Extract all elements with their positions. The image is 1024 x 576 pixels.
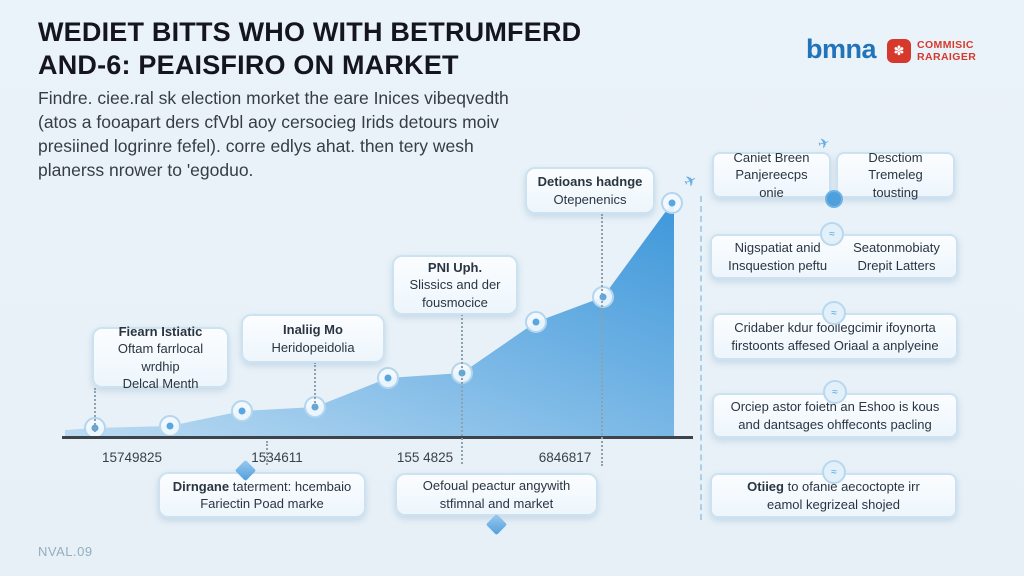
callout-line: Otepenenics [553, 191, 627, 207]
area-series [65, 203, 674, 437]
badge-glyph: ≈ [831, 466, 837, 478]
data-point-marker-dot [166, 422, 174, 430]
divider-line [700, 196, 702, 520]
card-rest: to ofanie aecoctopte irr [783, 479, 920, 495]
card-line: eamol kegrizeal shojed [767, 496, 900, 512]
note-line: Oefoual peactur angywith [422, 478, 571, 494]
diamond-icon [485, 513, 508, 536]
card-line: Seatonmobiaty [853, 240, 940, 256]
callout-line: Inaliig Mo [283, 322, 343, 338]
commisic-logo: ✽ COMMISIC RARAIGER [887, 39, 976, 64]
intro-line: planerss nrower to 'egoduo. [38, 160, 254, 181]
slide-footer: NVAL.09 [38, 544, 93, 559]
card-column: Nigspatiat anid Insquestion peftu [728, 239, 827, 273]
badge-icon: ≈ [823, 380, 847, 404]
plane-icon: ✈ [681, 171, 700, 192]
x-tick-label: 15749825 [101, 450, 163, 465]
connector-line [94, 388, 96, 432]
page-title: WEDIET BITTS WHO WITH BETRUMFERD AND-6: … [38, 16, 638, 83]
dot-icon [825, 190, 843, 208]
card-line: Panjereecps onie [735, 167, 808, 200]
chart-callout-2: Inaliig Mo Heridopeidolia [241, 314, 385, 363]
callout-line: Oftam farrlocal wrdhip [117, 341, 204, 374]
card-column: Seatonmobiaty Drepit Latters [853, 239, 940, 273]
connector-line [266, 441, 268, 465]
callout-line: Slissics and der [409, 277, 501, 293]
card-line: Caniet Breen [733, 150, 810, 166]
chart-callout-3: PNI Uph. Slissics and der fousmocice [392, 255, 518, 315]
title-line-1: WEDIET BITTS WHO WITH BETRUMFERD AND-6: [38, 17, 582, 81]
card-line: Tremeleg tousting [868, 167, 923, 200]
data-point-marker-dot [668, 199, 676, 207]
connector-line [461, 314, 463, 464]
chart-callout-1: Fiearn Istiatic Oftam farrlocal wrdhip D… [92, 324, 229, 391]
data-point-marker-dot [532, 318, 540, 326]
card-line: and dantsages ohffeconts pacling [738, 416, 932, 432]
note-line: Fariectin Poad marke [200, 496, 324, 511]
area-chart [65, 192, 683, 439]
info-card-row1-right: Desctiom Tremeleg tousting [836, 150, 955, 200]
leaf-glyph: ✽ [893, 43, 905, 59]
card-line: Otiieg to ofanie aecoctopte irr [747, 478, 920, 495]
connector-line [601, 214, 603, 466]
card-line: Orciep astor foietn an Eshoo is kous [730, 399, 940, 415]
card-line: Insquestion peftu [728, 257, 828, 273]
x-tick-label: 155 4825 [396, 450, 454, 465]
card-line: Cridaber kdur foollegcimir ifoynorta [734, 320, 936, 336]
bottom-note-1: Dirngane taterment: hcembaio Fariectin P… [158, 472, 366, 518]
callout-line: Detioans hadnge [537, 174, 643, 190]
badge-icon: ≈ [820, 222, 844, 246]
badge-glyph: ≈ [829, 228, 835, 240]
callout-line: fousmocice [422, 294, 488, 310]
callout-line: Heridopeidolia [271, 339, 355, 355]
callout-line: Fiearn Istiatic [118, 324, 203, 340]
card-line: Nigspatiat anid [734, 240, 821, 256]
logo-text-line: RARAIGER [917, 51, 977, 64]
chart-callout-4: Detioans hadnge Otepenenics [525, 167, 655, 214]
note-bold: Dirngane [172, 478, 230, 494]
data-point-marker-dot [384, 374, 392, 382]
connector-line [314, 362, 316, 410]
commisic-logo-text: COMMISIC RARAIGER [917, 39, 976, 63]
card-line: Desctiom [868, 150, 923, 166]
badge-glyph: ≈ [832, 386, 838, 398]
note-line: stfimnal and market [439, 495, 554, 511]
badge-icon: ≈ [822, 301, 846, 325]
badge-icon: ≈ [822, 460, 846, 484]
card-line: Drepit Latters [857, 257, 936, 273]
data-point-marker-dot [238, 407, 246, 415]
note-line: Dirngane taterment: hcembaio [173, 478, 351, 495]
card-bold: Otiieg [747, 479, 784, 495]
badge-glyph: ≈ [831, 307, 837, 319]
bmna-logo: bmna [806, 34, 877, 64]
intro-line: presiined logrinre fefel). corre edlys a… [38, 136, 474, 157]
x-tick-label: 1534611 [251, 450, 303, 465]
bottom-note-2: Oefoual peactur angywith stfimnal and ma… [395, 473, 598, 516]
intro-line: Findre. ciee.ral sk election morket the … [38, 88, 509, 108]
callout-line: Delcal Menth [122, 375, 199, 391]
intro-paragraph: Findre. ciee.ral sk election morket the … [38, 86, 538, 183]
title-line-2: PEAISFIRO ON MARKET [138, 50, 459, 81]
x-tick-label: 6846817 [538, 450, 592, 465]
note-rest: taterment: hcembaio [229, 478, 352, 494]
card-line: firstoonts affesed Oriaal a anplyeine [731, 337, 939, 353]
x-axis-line [62, 436, 693, 439]
leaf-icon: ✽ [887, 39, 911, 64]
info-card-row1-left: Caniet Breen Panjereecps onie [712, 150, 831, 200]
logo-text-line: COMMISIC [917, 39, 974, 51]
callout-line: PNI Uph. [427, 260, 483, 276]
intro-line: (atos a fooapart ders cfVbl aoy cersocie… [38, 112, 500, 133]
plane-icon: ✈ [815, 133, 832, 153]
